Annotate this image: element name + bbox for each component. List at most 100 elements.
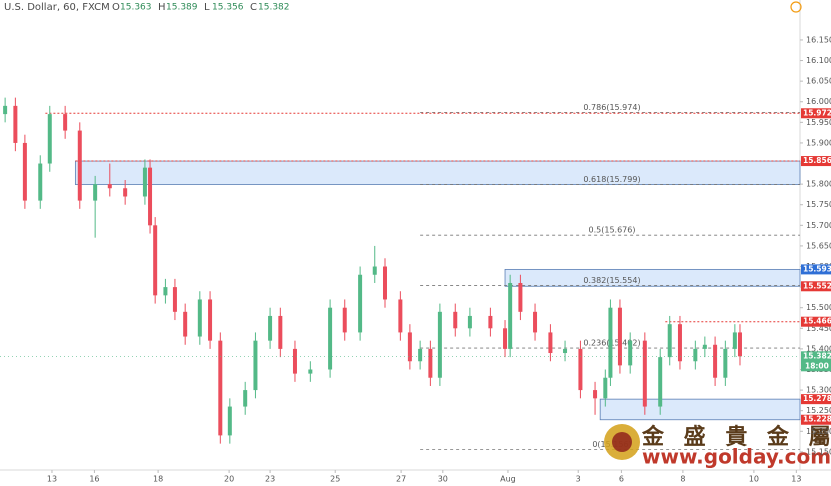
candle-body bbox=[243, 390, 248, 407]
candle-body bbox=[268, 315, 273, 341]
y-tick-label: 15.150 bbox=[806, 447, 831, 456]
y-tick-label: 15.250 bbox=[806, 406, 831, 415]
price-tag bbox=[801, 156, 831, 167]
fib-label: 0.786(15.974) bbox=[583, 103, 640, 112]
candle-body bbox=[153, 225, 158, 296]
y-tick-label: 15.650 bbox=[806, 241, 831, 250]
candle-body bbox=[197, 299, 202, 337]
candle-body bbox=[218, 340, 223, 436]
candle-body bbox=[578, 348, 583, 391]
x-tick-label: 13 bbox=[47, 475, 57, 484]
candle-body bbox=[227, 406, 232, 436]
candle-body bbox=[123, 188, 128, 197]
price-tag-label: 15.278 bbox=[803, 394, 831, 403]
candle-body bbox=[358, 274, 363, 333]
candle-body bbox=[142, 167, 147, 197]
candle-body bbox=[308, 369, 313, 374]
candle-body bbox=[658, 357, 663, 407]
candle-body bbox=[38, 163, 43, 201]
candle-body bbox=[382, 266, 387, 300]
last-price-time: 18:00 bbox=[805, 361, 829, 370]
candle-body bbox=[702, 344, 707, 349]
candle-body bbox=[3, 105, 8, 115]
x-tick-label: 3 bbox=[576, 475, 581, 484]
candle-body bbox=[677, 324, 682, 362]
price-tag bbox=[801, 264, 831, 275]
candle-body bbox=[488, 315, 493, 329]
candle-body bbox=[77, 130, 82, 201]
last-price-label: 15.382 bbox=[803, 351, 831, 360]
last-price-tag bbox=[801, 351, 831, 372]
candle-body bbox=[503, 328, 508, 349]
zone bbox=[504, 268, 801, 287]
candle-body bbox=[518, 282, 523, 312]
y-tick-label: 15.700 bbox=[806, 221, 831, 230]
candle-body bbox=[183, 311, 188, 337]
x-tick-label: 8 bbox=[680, 475, 685, 484]
x-tick-label: 30 bbox=[438, 475, 448, 484]
price-tag bbox=[801, 316, 831, 327]
watermark-site: www.golday.com bbox=[642, 445, 831, 469]
candle-body bbox=[172, 287, 177, 312]
candle-body bbox=[342, 307, 347, 333]
ohlc-key: C bbox=[250, 2, 257, 13]
y-tick-label: 16.150 bbox=[806, 35, 831, 44]
candle-body bbox=[467, 315, 472, 329]
zone bbox=[74, 160, 801, 185]
fib-label: 0.5(15.676) bbox=[589, 226, 636, 235]
y-tick-label: 15.400 bbox=[806, 344, 831, 353]
candle-body bbox=[278, 315, 283, 349]
y-tick-label: 16.050 bbox=[806, 77, 831, 86]
fib-label: 0.382(15.554) bbox=[583, 276, 640, 285]
x-tick-label: 16 bbox=[89, 475, 99, 484]
candle-body bbox=[398, 299, 403, 333]
x-tick-label: 10 bbox=[749, 475, 759, 484]
candle-body bbox=[253, 340, 258, 391]
candle-body bbox=[163, 287, 168, 296]
ohlc-value: 15.389 bbox=[166, 3, 198, 13]
candle-body bbox=[407, 332, 412, 362]
price-tag-label: 15.552 bbox=[803, 281, 831, 290]
price-tag bbox=[801, 394, 831, 405]
chart-title: U.S. Dollar, 60, FXCM bbox=[4, 2, 110, 13]
candle-body bbox=[208, 299, 213, 341]
x-tick-label: Aug bbox=[500, 475, 516, 484]
x-tick-label: 13 bbox=[791, 475, 801, 484]
price-tag-label: 15.228 bbox=[803, 415, 831, 424]
y-tick-label: 15.950 bbox=[806, 118, 831, 127]
plot-area: 0.786(15.974) 0.618(15.799) 0.5(15.676) 0.3… bbox=[0, 97, 801, 450]
y-tick-label: 16.000 bbox=[806, 97, 831, 106]
price-tag-label: 15.466 bbox=[803, 317, 831, 326]
price-tag-label: 15.856 bbox=[803, 156, 831, 165]
watermark-logo-inner bbox=[612, 432, 632, 452]
watermark: 金 盛 貴 金 屬 www.golday.com bbox=[604, 424, 831, 469]
candle-body bbox=[13, 105, 18, 143]
candle-body bbox=[723, 348, 728, 378]
candle-body bbox=[63, 114, 68, 131]
candle-body bbox=[667, 324, 672, 358]
info-icon[interactable] bbox=[790, 1, 802, 13]
candle-body bbox=[418, 348, 423, 362]
ohlc-readout: O 15.363 H 15.389 L 15.356 C 15.382 bbox=[112, 2, 290, 13]
candle-body bbox=[107, 184, 112, 189]
x-tick-label: 23 bbox=[265, 475, 275, 484]
candle-body bbox=[93, 184, 98, 201]
candle-body bbox=[603, 377, 608, 399]
fib-label: 0.618(15.799) bbox=[583, 175, 640, 184]
candle-body bbox=[148, 167, 153, 226]
candle-body bbox=[428, 348, 433, 378]
ohlc-value: 15.363 bbox=[120, 3, 152, 13]
candle-body bbox=[453, 311, 458, 329]
candle-body bbox=[328, 307, 333, 370]
y-tick-label: 15.450 bbox=[806, 324, 831, 333]
ohlc-key: O bbox=[112, 2, 120, 13]
x-tick-label: 20 bbox=[224, 475, 234, 484]
y-tick-label: 16.100 bbox=[806, 56, 831, 65]
ohlc-value: 15.382 bbox=[258, 3, 290, 13]
candle-body bbox=[593, 390, 598, 399]
candle-body bbox=[713, 344, 718, 378]
candle-body bbox=[47, 114, 52, 164]
ohlc-value: 15.356 bbox=[212, 3, 244, 13]
y-tick-label: 15.750 bbox=[806, 200, 831, 209]
